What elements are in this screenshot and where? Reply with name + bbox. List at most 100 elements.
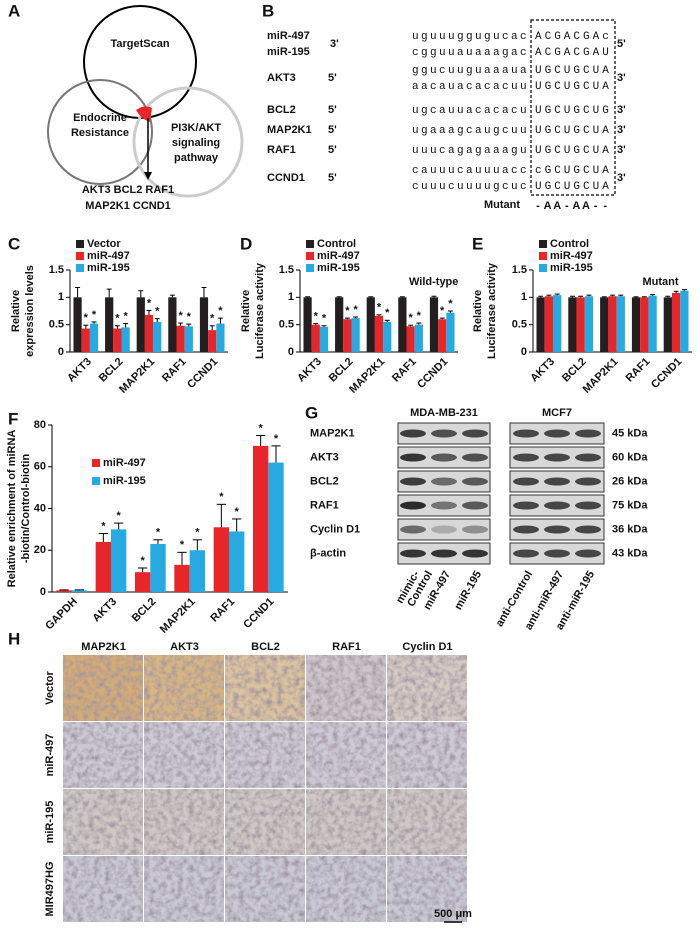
legend-label: miR-195 — [87, 262, 130, 274]
legend-swatch — [76, 264, 84, 272]
ihc-image — [144, 856, 224, 922]
legend-label: Control — [550, 238, 589, 250]
error-bar — [98, 533, 108, 542]
ihc-image — [225, 856, 305, 922]
bar — [536, 297, 545, 352]
y-tick-label: 0.5 — [279, 319, 294, 331]
y-axis-label: Luciferase activity — [254, 262, 266, 359]
bar — [438, 319, 447, 352]
error-bar — [618, 294, 624, 297]
seed-base: U — [564, 65, 573, 77]
bar — [648, 295, 657, 352]
bar — [374, 315, 384, 352]
bar — [351, 318, 360, 352]
annotation: Mutant — [643, 276, 679, 288]
error-bar — [232, 518, 242, 532]
bar — [414, 324, 423, 352]
error-bar — [178, 322, 184, 326]
seed-base: C — [583, 81, 592, 93]
error-bar — [665, 295, 671, 298]
ihc-image — [63, 722, 143, 788]
band — [462, 501, 488, 510]
y-tick-label: 1.5 — [49, 264, 64, 276]
result-genes: AKT3 BCL2 RAF1 — [82, 184, 174, 196]
band — [462, 549, 488, 558]
protein-label: RAF1 — [310, 499, 339, 511]
ihc-image — [225, 789, 305, 855]
seed-base: A — [602, 165, 611, 177]
bar — [335, 297, 344, 352]
error-bar — [601, 296, 607, 298]
bar — [640, 297, 649, 352]
gene-label: MAP2K1 — [267, 124, 312, 136]
seed-base: G — [583, 31, 592, 43]
bar — [576, 297, 585, 352]
seed-base: U — [535, 105, 544, 117]
band — [400, 453, 426, 462]
result-genes: MAP2K1 CCND1 — [85, 200, 171, 212]
error-bar — [114, 325, 120, 329]
band — [431, 501, 457, 510]
error-bar — [138, 567, 148, 573]
set-label: Resistance — [71, 127, 129, 139]
band — [544, 525, 570, 534]
band — [462, 477, 488, 486]
y-axis-label: Relative — [472, 290, 484, 332]
bar — [216, 323, 225, 352]
legend-label: miR-195 — [550, 262, 593, 274]
protein-label: AKT3 — [310, 451, 339, 463]
band — [431, 525, 457, 534]
sequence: ggucuuguaaaua — [412, 65, 529, 77]
legend-label: Control — [317, 238, 356, 250]
bar — [105, 297, 114, 352]
error-bar — [153, 539, 163, 544]
seed-base: G — [573, 65, 582, 77]
bar — [208, 330, 217, 352]
seed-base: U — [593, 165, 602, 177]
annotation: Wild-type — [409, 276, 458, 288]
strand-end: 3' — [617, 124, 626, 136]
venn-circle — [47, 79, 153, 185]
mutant-label: Mutant — [484, 199, 520, 211]
legend-label: miR-497 — [317, 250, 360, 262]
panel-letter: F — [8, 409, 18, 428]
significance-star: * — [440, 305, 445, 317]
mutation: - — [594, 200, 598, 212]
seed-box — [530, 19, 616, 196]
mutation: A — [553, 200, 561, 212]
error-bar — [546, 294, 552, 297]
seed-base: C — [554, 181, 563, 193]
y-tick-label: 1.5 — [279, 264, 294, 276]
set-label: signaling — [172, 137, 220, 149]
error-bar — [169, 294, 175, 298]
strand-end: 5' — [617, 38, 626, 50]
error-bar — [216, 503, 226, 528]
sequence: cgguuauaaagac — [412, 47, 529, 59]
error-bar — [83, 324, 89, 329]
y-tick-label: 60 — [34, 461, 46, 473]
bar — [229, 531, 245, 592]
strand-end: 3' — [617, 172, 626, 184]
strand-end: 5' — [328, 72, 337, 84]
error-bar — [217, 317, 223, 324]
seed-base: U — [535, 145, 544, 157]
bar — [113, 328, 122, 352]
arrow-head — [144, 172, 152, 180]
error-bar — [138, 290, 144, 298]
seed-base: C — [554, 81, 563, 93]
bar — [144, 314, 154, 352]
seed-base: U — [593, 81, 602, 93]
strand-end: 3' — [617, 104, 626, 116]
venn-circle — [132, 86, 244, 198]
gene-label: BCL2 — [267, 104, 296, 116]
significance-star: * — [147, 297, 152, 309]
significance-star: * — [195, 527, 200, 539]
significance-star: * — [385, 307, 390, 319]
significance-star: * — [274, 433, 279, 445]
bar — [213, 527, 229, 592]
error-bar — [384, 319, 390, 322]
significance-star: * — [92, 309, 97, 321]
band — [400, 501, 426, 510]
seed-base: G — [545, 181, 554, 193]
bar — [366, 297, 375, 352]
